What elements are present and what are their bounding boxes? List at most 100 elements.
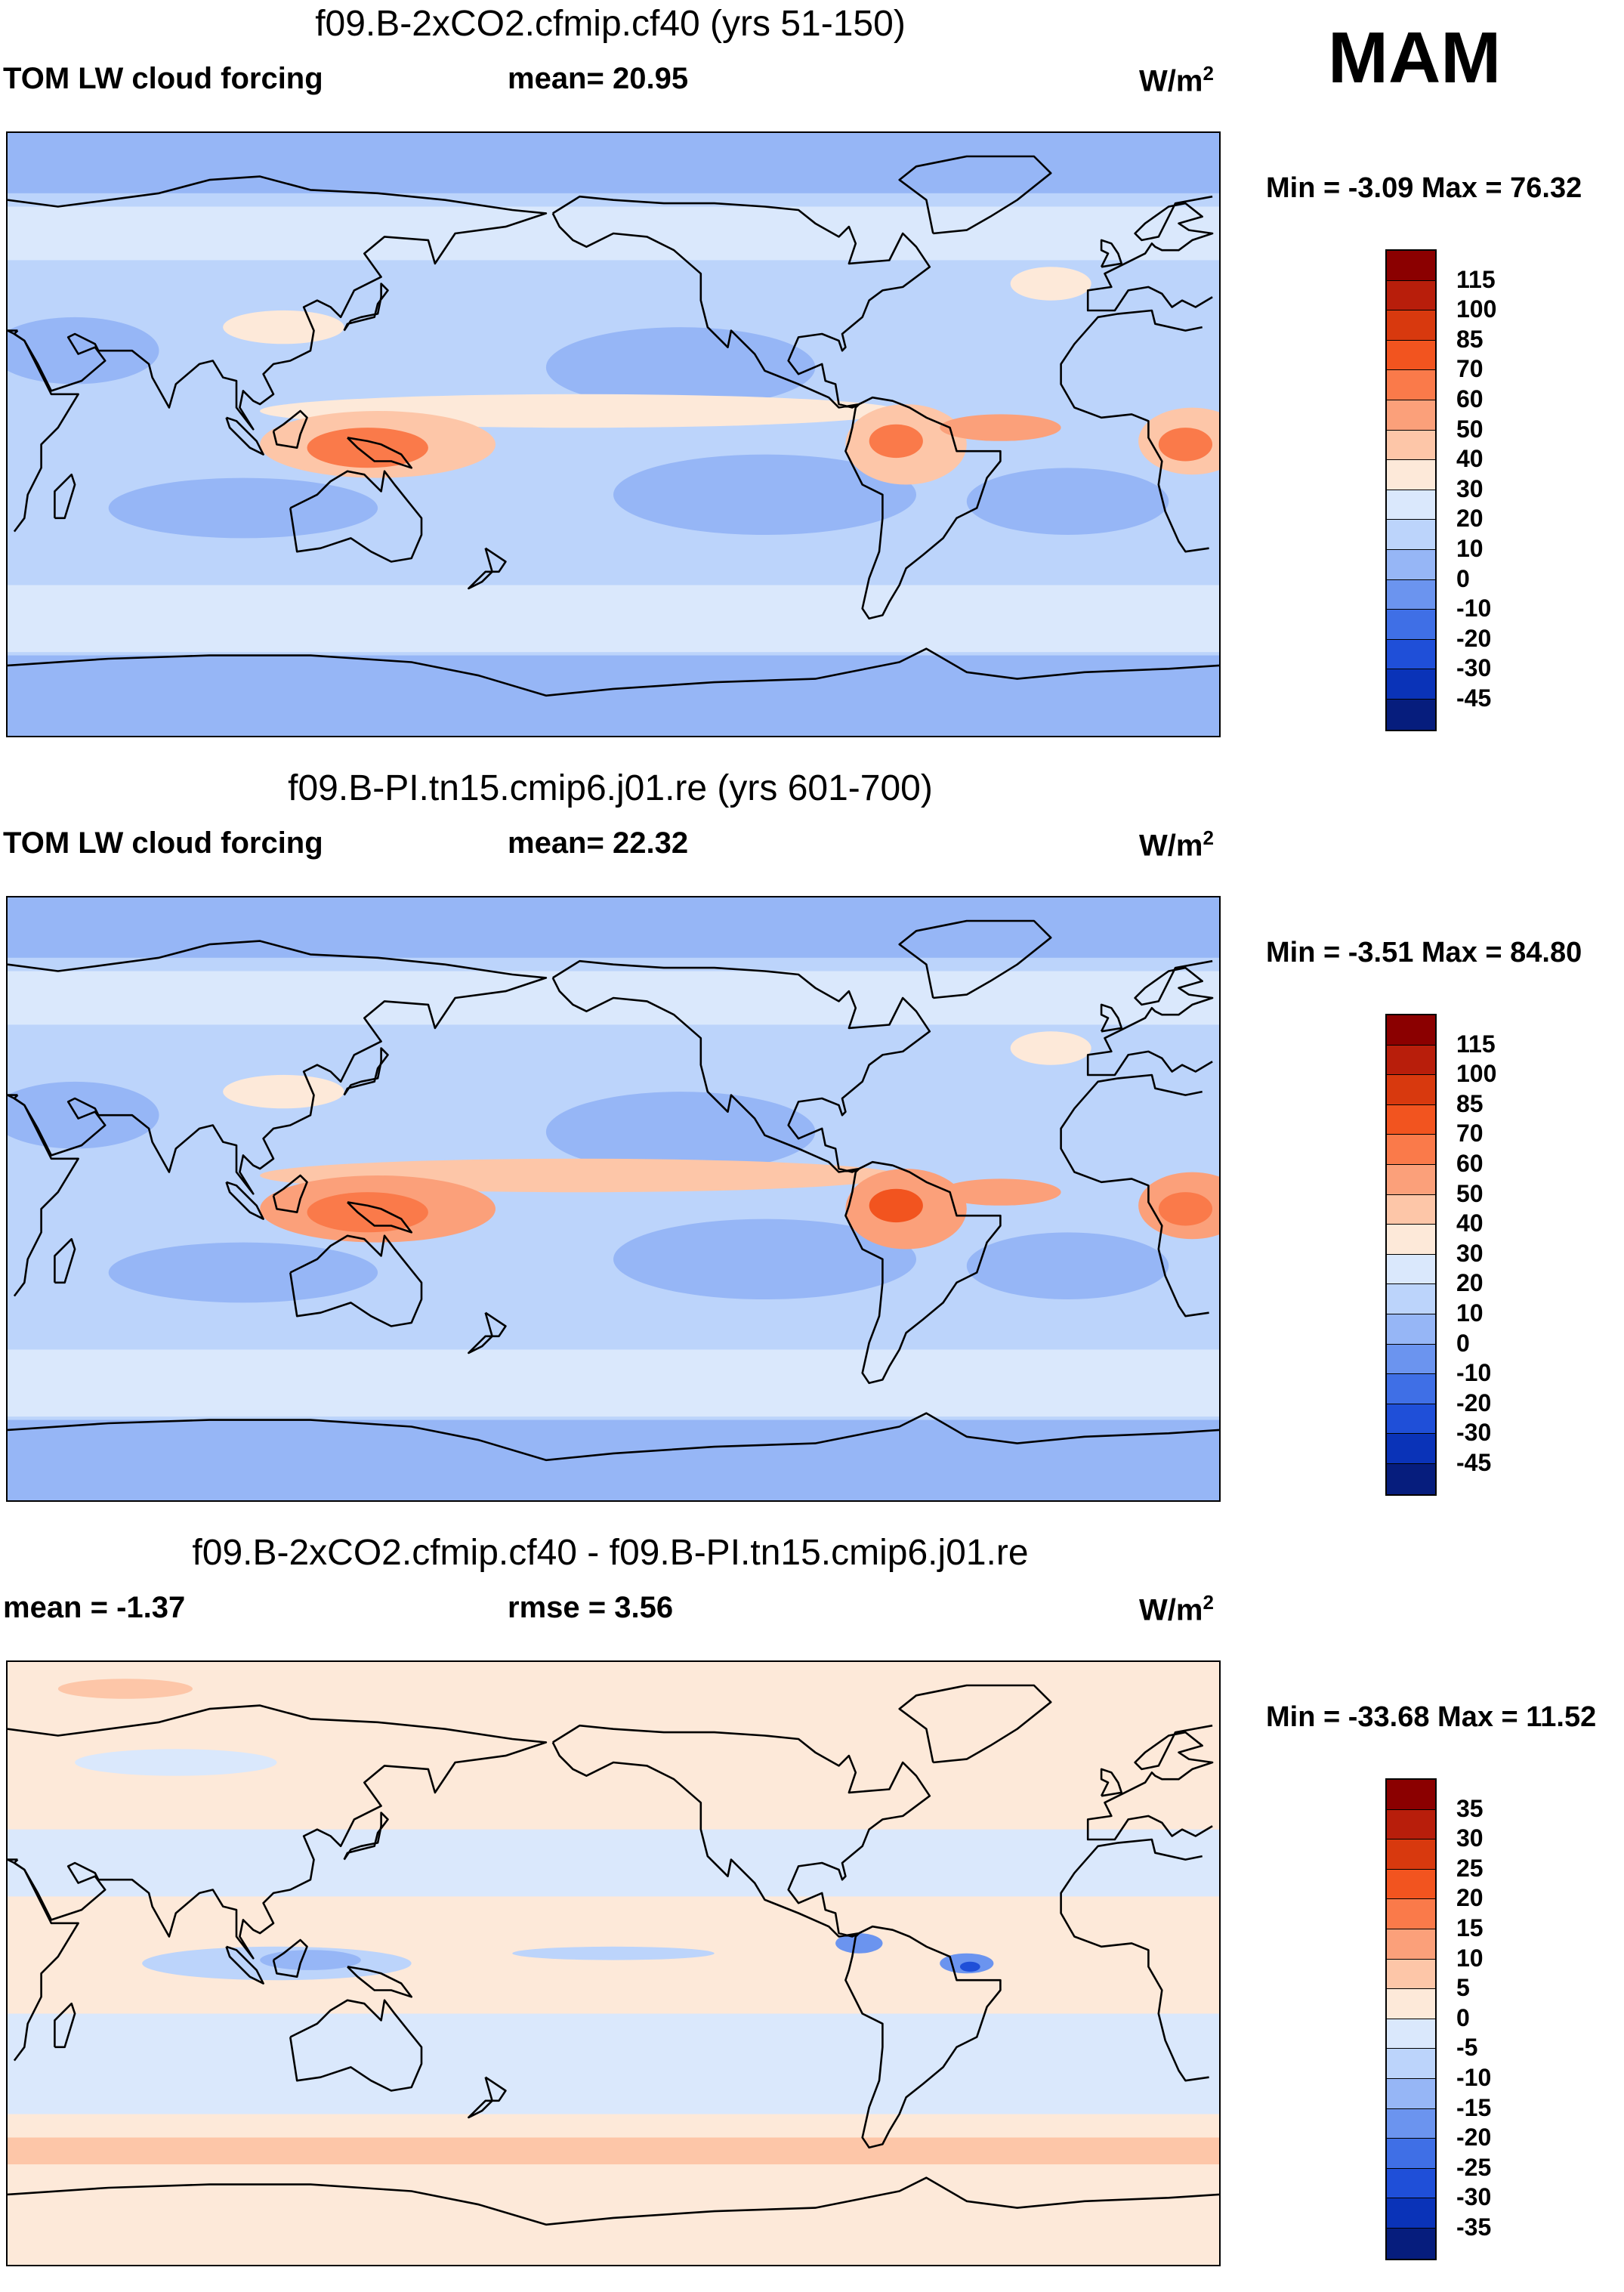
colorbar-tick-label: 85 [1456, 325, 1484, 353]
colorbar-swatch [1387, 1015, 1435, 1046]
colorbar-tick-label: 40 [1456, 1209, 1484, 1237]
colorbar-swatch [1387, 460, 1435, 490]
coastline-eurasia [8, 1704, 548, 1960]
colorbar-tick-label: -20 [1456, 2124, 1492, 2151]
maritime-core [307, 428, 428, 468]
colorbar-tick-label: -25 [1456, 2153, 1492, 2181]
colorbar-swatch [1387, 2078, 1435, 2109]
colorbar-tick-label: 0 [1456, 564, 1470, 592]
colorbar-tick-label: 30 [1456, 1239, 1484, 1267]
colorbar-swatch [1387, 1135, 1435, 1165]
coastlines [8, 155, 1219, 697]
coastline-antarctica [8, 647, 1219, 697]
units-label: W/m2 [1139, 62, 1214, 98]
coastline-sumatra [225, 416, 264, 456]
coastline-borneo [272, 1938, 308, 1978]
colorbar-tick-label: 85 [1456, 1089, 1484, 1117]
coastline-northAmerica [551, 959, 931, 1173]
colorbar-swatch [1387, 1404, 1435, 1435]
atlantic-itcz [940, 1178, 1061, 1206]
coastline-australia [289, 1999, 423, 2092]
coastline-newZealand [468, 2076, 507, 2119]
se-atlantic-low [966, 1232, 1169, 1299]
colorbar-tick-label: -45 [1456, 1449, 1492, 1476]
arctic-pos [57, 1679, 193, 1699]
coastline-eurasia [8, 940, 548, 1195]
colorbar-swatch [1387, 520, 1435, 550]
coastline-australia [289, 470, 423, 563]
map-plot [6, 131, 1221, 737]
e-pacific-itcz [647, 1162, 816, 1182]
coastline-madagascar [54, 1237, 76, 1284]
colorbar-swatch [1387, 1194, 1435, 1225]
coastline-newZealand [468, 1311, 507, 1355]
east-asia-front [223, 1074, 344, 1109]
colorbar-tick-label: -30 [1456, 1419, 1492, 1447]
coastline-japan [343, 283, 389, 332]
southern-ocean-pos [8, 2137, 1219, 2164]
colorbar-tick-label: 10 [1456, 535, 1484, 562]
colorbar-tick-label: -10 [1456, 595, 1492, 622]
colorbar-swatch [1387, 579, 1435, 610]
coastline-newZealand [468, 547, 507, 590]
colorbar-swatch [1387, 1225, 1435, 1255]
mean-label: mean= 22.32 [508, 826, 689, 860]
colorbar-tick-label: 20 [1456, 1884, 1484, 1912]
colorbar-tick-label: 20 [1456, 505, 1484, 533]
se-pacific-low [613, 454, 916, 535]
colorbar-swatch [1387, 1929, 1435, 1960]
colorbar-swatch [1387, 430, 1435, 461]
siberia-neg [75, 1749, 277, 1776]
coastline-sumatra [225, 1181, 264, 1220]
colorbar-swatch [1387, 1780, 1435, 1810]
coastline-sumatra [225, 1945, 264, 1985]
coastline-britain [1100, 1003, 1123, 1033]
coastline-britain [1100, 1768, 1123, 1797]
coastline-antarctica [8, 1412, 1219, 1462]
coastline-britain [1100, 239, 1123, 268]
colorbar [1385, 1778, 1437, 2260]
coastline-southAmerica [844, 1925, 1002, 2149]
colorbar-swatch [1387, 490, 1435, 520]
colorbar-swatch [1387, 669, 1435, 700]
colorbar-tick-label: 10 [1456, 1299, 1484, 1327]
units-label: W/m2 [1139, 1591, 1214, 1627]
field-label: TOM LW cloud forcing [3, 826, 323, 860]
e-pacific-itcz [647, 397, 816, 418]
min-max-label: Min = -3.51 Max = 84.80 [1266, 937, 1582, 968]
panel-title: f09.B-2xCO2.cfmip.cf40 (yrs 51-150) [315, 4, 906, 44]
panel-2xco2: f09.B-2xCO2.cfmip.cf40 (yrs 51-150) TOM … [0, 0, 1624, 763]
colorbar-tick-label: -30 [1456, 2183, 1492, 2211]
coastline-borneo [272, 1174, 308, 1213]
colorbar-tick-label: 30 [1456, 474, 1484, 502]
colorbar-tick-label: 70 [1456, 1120, 1484, 1148]
panel-difference: f09.B-2xCO2.cfmip.cf40 - f09.B-PI.tn15.c… [0, 1529, 1624, 2292]
colorbar-swatch [1387, 1374, 1435, 1404]
colorbar-swatch [1387, 1344, 1435, 1375]
colorbar-swatch [1387, 639, 1435, 670]
colorbar-tick-label: 25 [1456, 1854, 1484, 1882]
colorbar-tick-label: 0 [1456, 2003, 1470, 2031]
atlantic-itcz [940, 414, 1061, 441]
map-plot [6, 896, 1221, 1502]
coastline-japan [343, 1812, 389, 1861]
colorbar-tick-label: 20 [1456, 1269, 1484, 1297]
colorbar-swatch [1387, 1284, 1435, 1314]
colorbar-swatch [1387, 1839, 1435, 1870]
colorbar-swatch [1387, 280, 1435, 311]
min-max-label: Min = -3.09 Max = 76.32 [1266, 172, 1582, 204]
units-label: W/m2 [1139, 826, 1214, 863]
colorbar-tick-label: 50 [1456, 1179, 1484, 1207]
coastline-northAmerica [551, 195, 931, 409]
coastline-madagascar [54, 2002, 76, 2049]
n-atlantic-patch [1010, 267, 1091, 301]
colorbar-swatch [1387, 340, 1435, 371]
coastline-newGuinea [347, 1966, 412, 1998]
colorbar-swatch [1387, 610, 1435, 640]
s-subtropics-neg [8, 2013, 1219, 2114]
diff-mean-label: mean = -1.37 [3, 1591, 186, 1624]
colorbar-swatch [1387, 2019, 1435, 2050]
colorbar-tick-label: -5 [1456, 2034, 1478, 2062]
min-max-label: Min = -33.68 Max = 11.52 [1266, 1701, 1597, 1733]
se-indian-low [108, 477, 378, 539]
